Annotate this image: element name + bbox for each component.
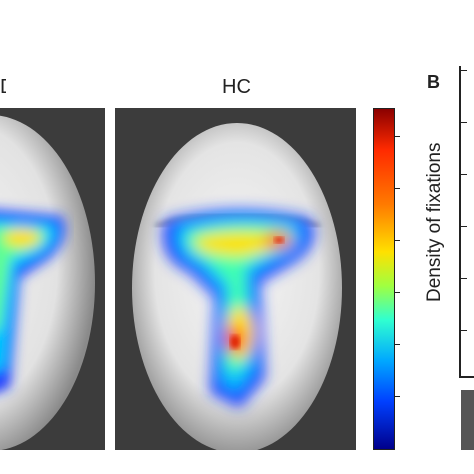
colorbar-tick	[395, 240, 400, 241]
y-axis-tick	[459, 174, 467, 175]
left-face-heatmap	[0, 108, 105, 450]
x-axis-line	[459, 376, 474, 378]
hc-heatmap-image	[132, 123, 342, 450]
colorbar	[373, 108, 395, 450]
hc-panel-title: HC	[222, 76, 251, 98]
colorbar-tick	[395, 396, 400, 397]
figure-label-b: B	[427, 72, 440, 92]
colorbar-tick	[395, 292, 400, 293]
y-axis-tick	[459, 226, 467, 227]
colorbar-tick	[395, 136, 400, 137]
right-eye-hotspot	[274, 237, 284, 243]
mouth-hotspot	[230, 335, 240, 349]
left-fixation-heat	[0, 209, 65, 392]
y-axis-label: Density of fixations	[424, 142, 445, 302]
hc-face-heatmap	[115, 108, 356, 450]
face-thumbnail	[461, 390, 474, 450]
y-axis-tick	[459, 122, 467, 123]
y-axis-line	[459, 66, 461, 378]
y-axis-tick	[459, 70, 467, 71]
left-face	[0, 115, 95, 450]
colorbar-tick	[395, 344, 400, 345]
left-heatmap-image	[0, 115, 95, 450]
y-axis-tick	[459, 330, 467, 331]
hc-fixation-heat	[162, 209, 315, 408]
colorbar-tick	[395, 188, 400, 189]
left-panel-title-fragment: D	[0, 76, 6, 99]
y-axis-tick	[459, 278, 467, 279]
